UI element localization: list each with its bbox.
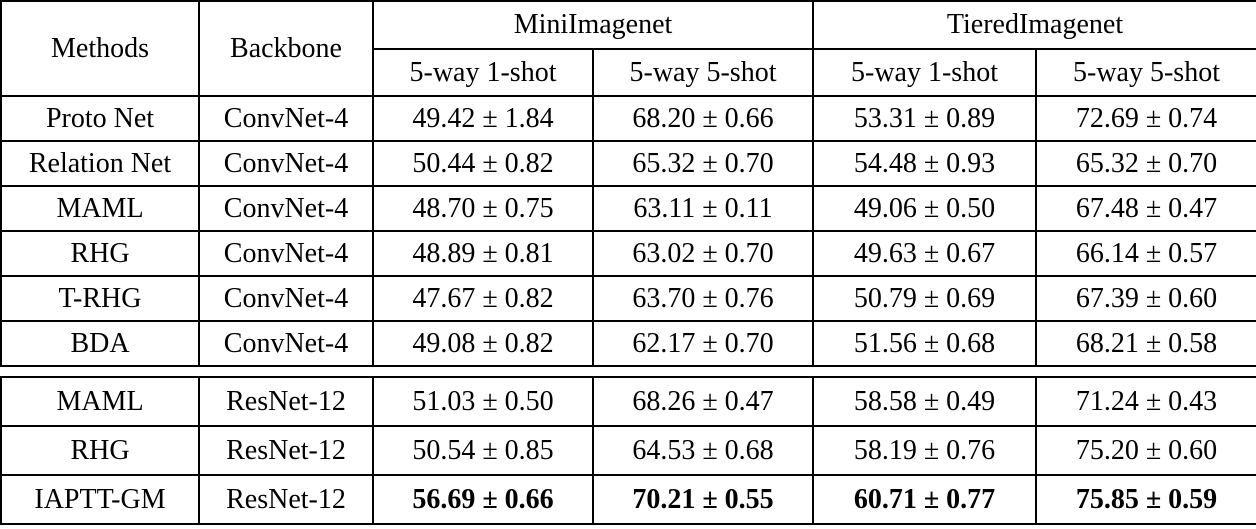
value-cell: 51.03 ± 0.50: [372, 376, 594, 427]
backbone-cell: ConvNet-4: [198, 275, 374, 322]
table-row: RHG ConvNet-4 48.89 ± 0.81 63.02 ± 0.70 …: [0, 230, 1256, 277]
value-cell: 53.31 ± 0.89: [812, 95, 1037, 142]
value-cell: 75.20 ± 0.60: [1035, 425, 1256, 476]
method-cell: Relation Net: [0, 140, 200, 187]
method-cell: MAML: [0, 376, 200, 427]
method-cell: RHG: [0, 230, 200, 277]
value-cell: 72.69 ± 0.74: [1035, 95, 1256, 142]
table-header: Methods Backbone MiniImagenet TieredImag…: [0, 0, 1256, 97]
table-row: RHG ResNet-12 50.54 ± 0.85 64.53 ± 0.68 …: [0, 425, 1256, 476]
backbone-cell: ConvNet-4: [198, 230, 374, 277]
col-header-mini-1shot: 5-way 1-shot: [372, 48, 594, 97]
col-header-backbone: Backbone: [198, 0, 374, 97]
method-cell: BDA: [0, 320, 200, 367]
value-cell: 50.54 ± 0.85: [372, 425, 594, 476]
value-cell: 65.32 ± 0.70: [592, 140, 814, 187]
backbone-cell: ResNet-12: [198, 425, 374, 476]
col-group-tieredimagenet: TieredImagenet: [812, 0, 1256, 50]
value-cell: 49.06 ± 0.50: [812, 185, 1037, 232]
group-header-row: Methods Backbone MiniImagenet TieredImag…: [0, 0, 1256, 97]
table-row: BDA ConvNet-4 49.08 ± 0.82 62.17 ± 0.70 …: [0, 320, 1256, 367]
table-row: MAML ResNet-12 51.03 ± 0.50 68.26 ± 0.47…: [0, 376, 1256, 427]
backbone-cell: ConvNet-4: [198, 185, 374, 232]
value-cell: 68.20 ± 0.66: [592, 95, 814, 142]
value-cell: 58.19 ± 0.76: [812, 425, 1037, 476]
value-cell-best: 70.21 ± 0.55: [592, 474, 814, 525]
col-header-methods: Methods: [0, 0, 200, 97]
results-table-resnet-section: MAML ResNet-12 51.03 ± 0.50 68.26 ± 0.47…: [0, 376, 1256, 525]
value-cell: 65.32 ± 0.70: [1035, 140, 1256, 187]
value-cell: 50.79 ± 0.69: [812, 275, 1037, 322]
method-cell: IAPTT-GM: [0, 474, 200, 525]
value-cell: 68.21 ± 0.58: [1035, 320, 1256, 367]
method-cell: RHG: [0, 425, 200, 476]
backbone-cell: ResNet-12: [198, 474, 374, 525]
col-header-tiered-5shot: 5-way 5-shot: [1035, 48, 1256, 97]
value-cell: 47.67 ± 0.82: [372, 275, 594, 322]
value-cell: 48.89 ± 0.81: [372, 230, 594, 277]
resnet12-section: MAML ResNet-12 51.03 ± 0.50 68.26 ± 0.47…: [0, 376, 1256, 525]
value-cell: 62.17 ± 0.70: [592, 320, 814, 367]
value-cell: 54.48 ± 0.93: [812, 140, 1037, 187]
value-cell: 64.53 ± 0.68: [592, 425, 814, 476]
value-cell-best: 75.85 ± 0.59: [1035, 474, 1256, 525]
backbone-cell: ConvNet-4: [198, 320, 374, 367]
value-cell: 66.14 ± 0.57: [1035, 230, 1256, 277]
table-row: IAPTT-GM ResNet-12 56.69 ± 0.66 70.21 ± …: [0, 474, 1256, 525]
value-cell: 63.02 ± 0.70: [592, 230, 814, 277]
value-cell: 49.63 ± 0.67: [812, 230, 1037, 277]
value-cell: 67.48 ± 0.47: [1035, 185, 1256, 232]
sub-header-row: 5-way 1-shot 5-way 5-shot 5-way 1-shot 5…: [1, 48, 1256, 97]
value-cell: 51.56 ± 0.68: [812, 320, 1037, 367]
value-cell: 71.24 ± 0.43: [1035, 376, 1256, 427]
value-cell: 68.26 ± 0.47: [592, 376, 814, 427]
value-cell: 58.58 ± 0.49: [812, 376, 1037, 427]
table-row: Proto Net ConvNet-4 49.42 ± 1.84 68.20 ±…: [0, 95, 1256, 142]
table-row: MAML ConvNet-4 48.70 ± 0.75 63.11 ± 0.11…: [0, 185, 1256, 232]
value-cell: 63.11 ± 0.11: [592, 185, 814, 232]
value-cell: 49.42 ± 1.84: [372, 95, 594, 142]
backbone-cell: ResNet-12: [198, 376, 374, 427]
value-cell: 50.44 ± 0.82: [372, 140, 594, 187]
table-row: Relation Net ConvNet-4 50.44 ± 0.82 65.3…: [0, 140, 1256, 187]
backbone-cell: ConvNet-4: [198, 140, 374, 187]
col-header-mini-5shot: 5-way 5-shot: [592, 48, 814, 97]
method-cell: Proto Net: [0, 95, 200, 142]
col-header-tiered-1shot: 5-way 1-shot: [812, 48, 1037, 97]
value-cell: 48.70 ± 0.75: [372, 185, 594, 232]
value-cell: 67.39 ± 0.60: [1035, 275, 1256, 322]
convnet4-section: Proto Net ConvNet-4 49.42 ± 1.84 68.20 ±…: [0, 95, 1256, 367]
results-table-main-section: Methods Backbone MiniImagenet TieredImag…: [0, 0, 1256, 367]
method-cell: MAML: [0, 185, 200, 232]
backbone-cell: ConvNet-4: [198, 95, 374, 142]
value-cell: 63.70 ± 0.76: [592, 275, 814, 322]
value-cell-best: 56.69 ± 0.66: [372, 474, 594, 525]
value-cell: 49.08 ± 0.82: [372, 320, 594, 367]
col-group-miniimagenet: MiniImagenet: [372, 0, 814, 50]
value-cell-best: 60.71 ± 0.77: [812, 474, 1037, 525]
method-cell: T-RHG: [0, 275, 200, 322]
table-row: T-RHG ConvNet-4 47.67 ± 0.82 63.70 ± 0.7…: [0, 275, 1256, 322]
